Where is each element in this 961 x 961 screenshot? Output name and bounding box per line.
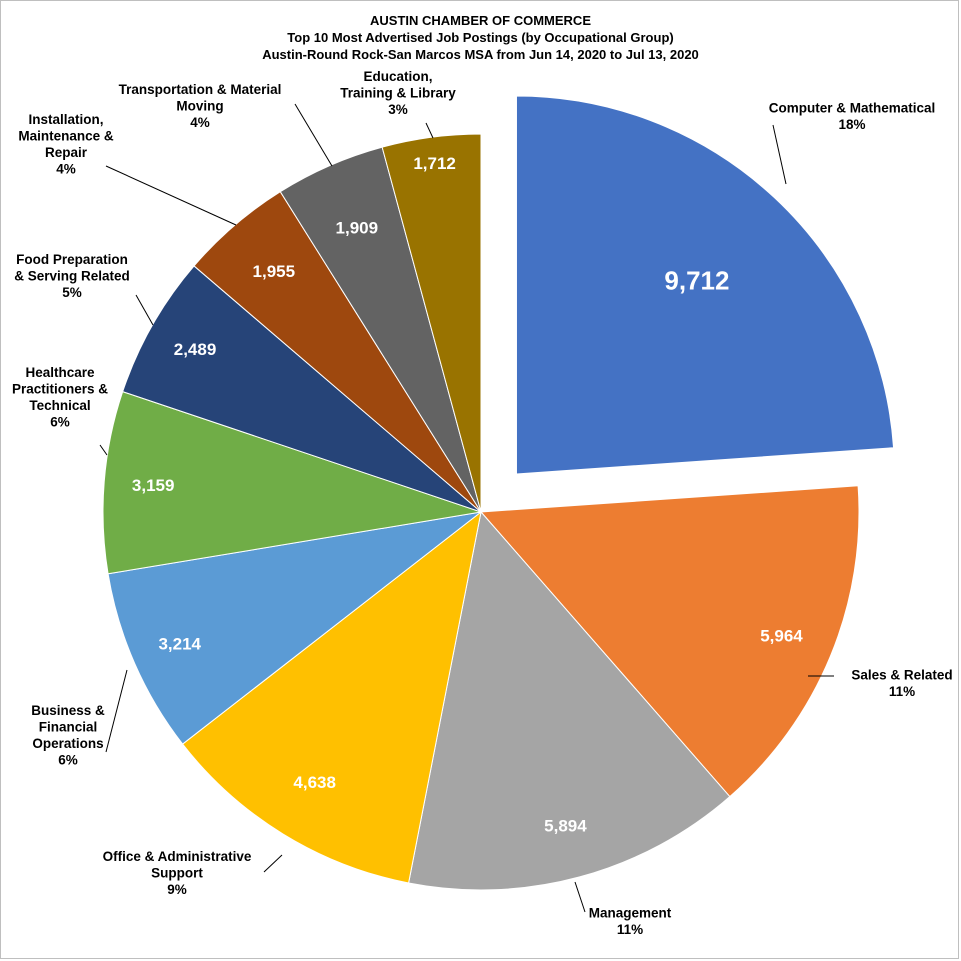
category-label-line: Management (589, 905, 672, 920)
category-label-line: Healthcare (25, 365, 95, 380)
percent-label: 6% (58, 752, 78, 767)
pie-slice-healthcare-practitioners-and-technical (102, 390, 482, 575)
pie-slices (102, 95, 895, 891)
category-label-line: Financial (39, 719, 98, 734)
category-label-line: Moving (176, 99, 223, 114)
percent-label: 3% (388, 102, 408, 117)
category-label-line: Repair (45, 145, 88, 160)
value-label-transportation-and-material-moving: 1,909 (336, 219, 379, 238)
value-label-food-preparation-and-serving-related: 2,489 (174, 340, 217, 359)
value-label-sales-and-related: 5,964 (760, 627, 803, 646)
category-label-line: Transportation & Material (119, 82, 282, 97)
category-label-line: Installation, (28, 112, 103, 127)
value-label-healthcare-practitioners-and-technical: 3,159 (132, 476, 175, 495)
chart-title: AUSTIN CHAMBER OF COMMERCE Top 10 Most A… (0, 12, 961, 63)
pie-slice-management (407, 510, 731, 891)
value-labels: 9,712 5,964 5,894 4,638 3,214 3,159 2,489 1,955… (132, 154, 803, 835)
category-label-line: Support (151, 866, 203, 881)
leader-line-computer-and-mathematical (772, 124, 787, 185)
category-label-line: Education, (363, 69, 432, 84)
value-label-office-and-administrative-support: 4,638 (293, 773, 336, 792)
category-label-line: Sales & Related (851, 667, 952, 682)
percent-label: 11% (889, 684, 915, 699)
percent-label: 5% (62, 285, 82, 300)
pie-slice-sales-and-related (479, 485, 860, 798)
category-label-sales-and-related: Sales & Related 11% (851, 667, 952, 699)
category-label-line: Business & (31, 703, 105, 718)
leader-lines (99, 103, 834, 913)
leader-line-office-and-administrative-support (263, 854, 283, 873)
leader-line-healthcare-practitioners-and-technical (99, 444, 108, 456)
category-labels: Computer & Mathematical 18% Sales & Relate… (12, 69, 953, 937)
pie-slice-office-and-administrative-support (181, 510, 482, 884)
pie-slice-education-training-and-library (381, 133, 482, 513)
category-label-computer-and-mathematical: Computer & Mathematical 18% (769, 100, 936, 132)
leader-line-transportation-and-material-moving (294, 103, 333, 167)
percent-label: 11% (617, 922, 643, 937)
value-label-installation-maintenance-and-repair: 1,955 (253, 262, 296, 281)
percent-label: 9% (167, 882, 187, 897)
value-label-management: 5,894 (544, 816, 587, 835)
category-label-line: Training & Library (340, 86, 456, 101)
category-label-line: Practitioners & (12, 381, 108, 396)
pie-slice-computer-and-mathematical (515, 95, 895, 475)
pie-slice-food-preparation-and-serving-related (122, 265, 482, 513)
percent-label: 6% (50, 414, 70, 429)
value-label-computer-and-mathematical: 9,712 (664, 265, 729, 295)
title-line-3: Austin-Round Rock-San Marcos MSA from Ju… (262, 47, 699, 62)
leader-line-installation-maintenance-and-repair (105, 165, 237, 226)
percent-label: 18% (838, 117, 865, 132)
value-label-business-and-financial-operations: 3,214 (158, 634, 201, 653)
leader-line-food-preparation-and-serving-related (135, 294, 154, 326)
category-label-line: Maintenance & (18, 128, 114, 143)
category-label-line: Computer & Mathematical (769, 100, 936, 115)
pie-slice-business-and-financial-operations (107, 511, 482, 745)
title-line-1: AUSTIN CHAMBER OF COMMERCE (370, 13, 591, 28)
percent-label: 4% (190, 115, 210, 130)
percent-label: 4% (56, 161, 76, 176)
title-line-2: Top 10 Most Advertised Job Postings (by … (287, 30, 674, 45)
category-label-line: & Serving Related (14, 269, 130, 284)
category-label-line: Technical (29, 398, 90, 413)
value-label-education-training-and-library: 1,712 (413, 154, 456, 173)
leader-line-business-and-financial-operations (105, 669, 128, 753)
leader-line-management (574, 881, 586, 913)
leader-line-education-training-and-library (425, 122, 434, 139)
category-label-line: Food Preparation (16, 252, 128, 267)
category-label-line: Operations (32, 736, 103, 751)
category-label-line: Office & Administrative (103, 849, 252, 864)
category-label-management: Management 11% (589, 905, 672, 937)
